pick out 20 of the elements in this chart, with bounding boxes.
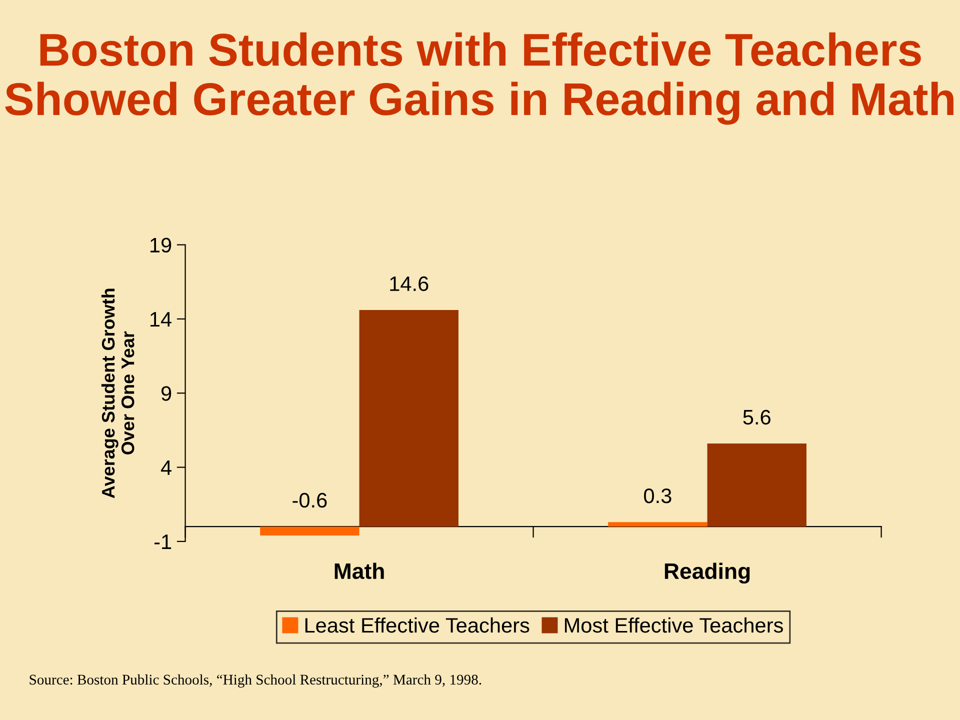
x-tick-label: Math [334, 562, 384, 580]
bar [608, 522, 708, 527]
bar [707, 444, 806, 527]
legend-label: Least Effective Teachers [305, 617, 530, 633]
bar [359, 310, 458, 527]
y-tick-label: 19 [150, 238, 172, 253]
y-axis-title: Average Student Growth Over One Year [101, 288, 134, 498]
legend-label: Most Effective Teachers [564, 617, 783, 633]
data-label: 0.3 [644, 488, 672, 504]
data-label: -0.6 [292, 492, 327, 508]
y-tick-label: 4 [160, 460, 172, 475]
source-note: Source: Boston Public Schools, “High School Restructuring,” March 9, 1998. [30, 674, 482, 688]
y-tick-label: 9 [161, 386, 172, 401]
chart-title: Boston Students with Effective Teachers Showed Greater Gains in Reading and Math [5, 32, 954, 125]
data-label: 14.6 [390, 276, 428, 292]
y-tick-label: -1 [154, 534, 172, 549]
x-tick-label: Reading [664, 562, 750, 584]
y-tick-label: 14 [150, 312, 172, 327]
bar [260, 526, 360, 536]
data-label: 5.6 [743, 410, 770, 425]
